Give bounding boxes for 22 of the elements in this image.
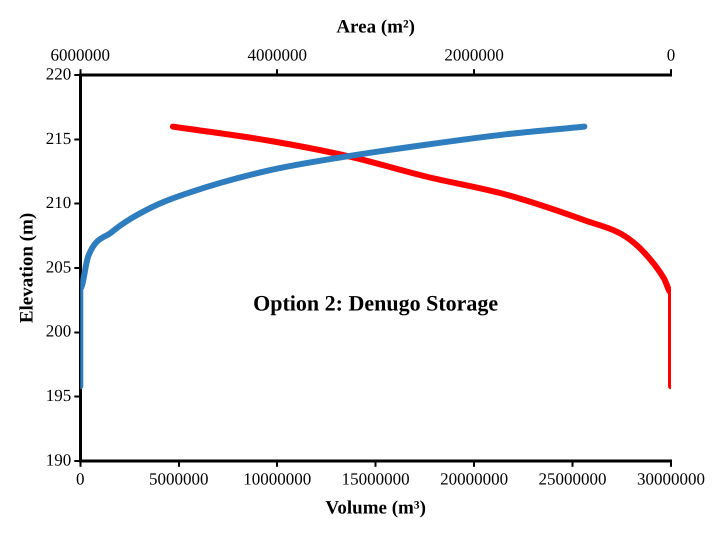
x2-tick-label: 4000000	[247, 45, 307, 64]
x-tick-label: 15000000	[342, 469, 410, 488]
y-tick-label: 210	[46, 193, 72, 212]
x-tick-label: 10000000	[243, 469, 312, 488]
y-tick-label: 190	[46, 450, 72, 470]
x-tick-label: 20000000	[440, 469, 508, 488]
y-tick-label: 215	[46, 128, 72, 148]
annotation: Option 2: Denugo Storage	[253, 290, 498, 316]
x-tick-label: 0	[76, 469, 85, 488]
x2-axis-title: Area (m²)	[336, 16, 415, 38]
y-tick-label: 205	[46, 257, 72, 276]
y-tick-label: 200	[46, 322, 72, 341]
y-axis-title: Elevation (m)	[16, 212, 38, 324]
y-tick-label: 195	[46, 386, 72, 405]
x-tick-label: 30000000	[637, 469, 705, 488]
x2-tick-label: 0	[666, 45, 676, 64]
x-tick-label: 25000000	[538, 469, 607, 488]
x-tick-label: 5000000	[149, 469, 208, 488]
x2-tick-label: 2000000	[444, 45, 504, 64]
x-axis-title: Volume (m³)	[325, 498, 426, 519]
x2-tick-label: 6000000	[50, 45, 110, 64]
y-tick-label: 220	[46, 64, 72, 84]
